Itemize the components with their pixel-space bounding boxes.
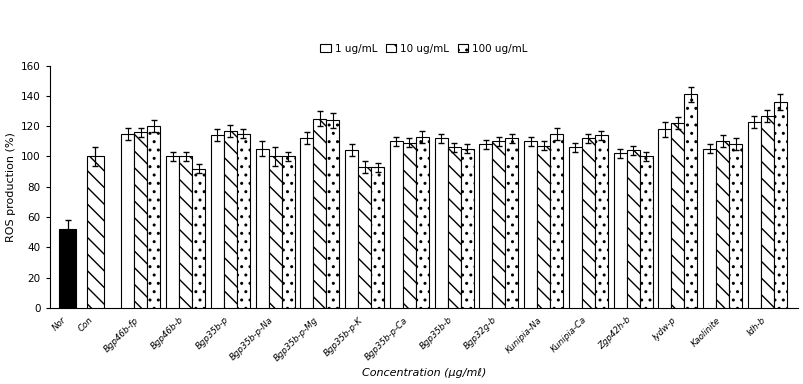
Bar [715, 141, 728, 308]
Bar [300, 138, 313, 308]
Bar [357, 167, 371, 308]
Bar [536, 146, 549, 308]
Bar [389, 141, 402, 308]
Bar [134, 132, 147, 308]
Bar [703, 149, 715, 308]
Bar [237, 134, 250, 308]
Bar [671, 123, 683, 308]
Bar [147, 126, 160, 308]
Bar [415, 137, 428, 308]
Bar [59, 229, 76, 308]
Bar [281, 156, 294, 308]
Bar [747, 122, 760, 308]
Bar [658, 129, 671, 308]
Bar [569, 147, 581, 308]
Bar [683, 94, 696, 308]
Bar [326, 120, 339, 308]
Bar [434, 138, 447, 308]
Bar [447, 147, 460, 308]
Bar [179, 156, 192, 308]
Bar [491, 141, 505, 308]
Bar [505, 138, 518, 308]
X-axis label: Concentration (μg/mℓ): Concentration (μg/mℓ) [361, 368, 486, 379]
Legend: 1 ug/mL, 10 ug/mL, 100 ug/mL: 1 ug/mL, 10 ug/mL, 100 ug/mL [316, 40, 532, 58]
Bar [344, 151, 357, 308]
Bar [626, 151, 639, 308]
Bar [371, 167, 384, 308]
Bar [524, 141, 536, 308]
Bar [87, 156, 104, 308]
Bar [760, 116, 773, 308]
Bar [121, 134, 134, 308]
Bar [594, 135, 607, 308]
Bar [479, 144, 491, 308]
Bar [773, 102, 786, 308]
Bar [613, 154, 626, 308]
Bar [192, 169, 205, 308]
Bar [255, 149, 268, 308]
Bar [549, 134, 562, 308]
Bar [210, 135, 223, 308]
Bar [313, 119, 326, 308]
Bar [268, 156, 281, 308]
Bar [460, 149, 473, 308]
Bar [639, 156, 652, 308]
Bar [166, 156, 179, 308]
Bar [728, 144, 741, 308]
Bar [223, 131, 237, 308]
Bar [581, 138, 594, 308]
Bar [402, 143, 415, 308]
Y-axis label: ROS production (%): ROS production (%) [6, 132, 15, 242]
